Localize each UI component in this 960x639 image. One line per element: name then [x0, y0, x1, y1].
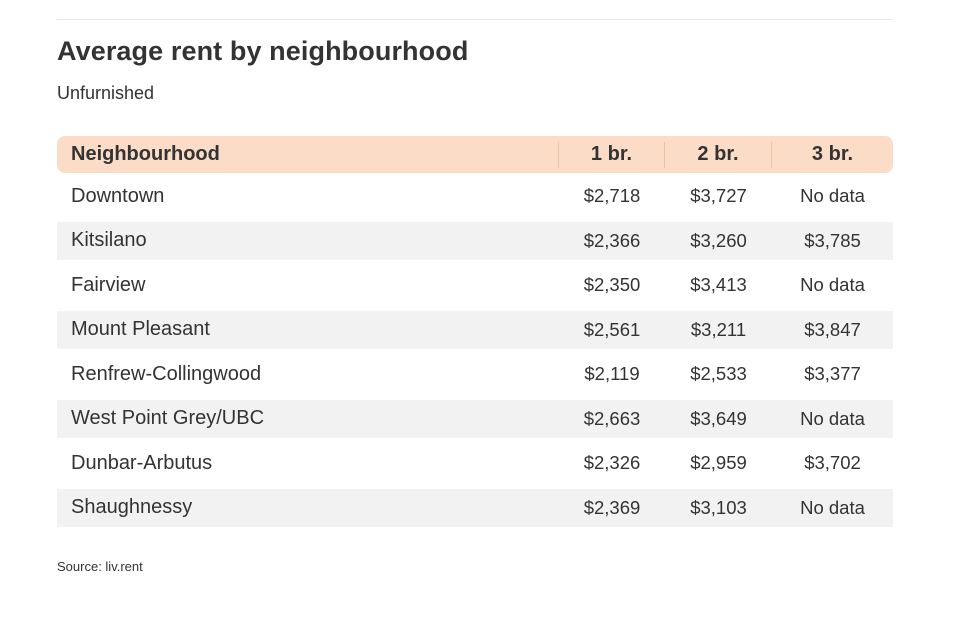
chart-title: Average rent by neighbourhood	[57, 36, 469, 66]
rent-1br-cell: $2,366	[583, 229, 641, 251]
rent-2br-cell: $3,413	[690, 274, 747, 296]
rent-2br-cell: $3,103	[690, 496, 747, 518]
rent-3br-cell: $3,785	[804, 229, 861, 251]
rent-table: Neighbourhood 1 br. 2 br. 3 br. Downtown…	[57, 136, 893, 530]
neighbourhood-cell: Downtown	[71, 184, 165, 207]
rent-2br-cell: $3,727	[690, 185, 747, 207]
top-divider	[57, 19, 893, 20]
rent-2br-cell: $3,211	[690, 318, 747, 340]
neighbourhood-cell: Renfrew-Collingwood	[71, 362, 262, 385]
table-row: West Point Grey/UBC $2,663 $3,649 No dat…	[57, 399, 893, 438]
rent-2br-cell: $2,959	[690, 452, 747, 474]
rent-1br-cell: $2,561	[583, 318, 641, 340]
column-header-1br: 1 br.	[559, 141, 665, 168]
neighbourhood-cell: Shaughnessy	[71, 496, 193, 519]
column-header-3br: 3 br.	[811, 143, 854, 165]
rent-3br-cell: $3,702	[804, 452, 861, 474]
rent-3br-cell: No data	[800, 274, 865, 296]
table-row: Mount Pleasant $2,561 $3,211 $3,847	[57, 310, 893, 349]
rent-3br-cell: $3,847	[804, 318, 861, 340]
rent-3br-cell: No data	[800, 496, 865, 518]
rent-2br-cell: $2,533	[690, 363, 747, 385]
table-row: Fairview $2,350 $3,413 No data	[57, 263, 893, 308]
column-header-neighbourhood: Neighbourhood	[57, 141, 559, 168]
table-header-row: Neighbourhood 1 br. 2 br. 3 br.	[57, 136, 893, 173]
column-header-2br: 2 br.	[665, 141, 772, 168]
table-row: Shaughnessy $2,369 $3,103 No data	[57, 488, 893, 527]
neighbourhood-cell: Dunbar-Arbutus	[71, 451, 213, 474]
rent-3br-cell: $3,377	[804, 363, 861, 385]
table-row: Downtown $2,718 $3,727 No data	[57, 174, 893, 219]
rent-2br-cell: $3,260	[690, 229, 747, 251]
rent-1br-cell: $2,326	[583, 452, 641, 474]
rent-1br-cell: $2,119	[584, 363, 640, 385]
rent-1br-cell: $2,369	[583, 496, 641, 518]
rent-2br-cell: $3,649	[690, 407, 747, 429]
rent-1br-cell: $2,718	[583, 185, 641, 207]
rent-1br-cell: $2,350	[583, 274, 641, 296]
table-row: Dunbar-Arbutus $2,326 $2,959 $3,702	[57, 441, 893, 486]
rent-3br-cell: No data	[800, 407, 865, 429]
table-row: Renfrew-Collingwood $2,119 $2,533 $3,377	[57, 352, 893, 397]
neighbourhood-cell: Mount Pleasant	[71, 318, 210, 341]
chart-subtitle: Unfurnished	[57, 83, 155, 103]
table-row: Kitsilano $2,366 $3,260 $3,785	[57, 221, 893, 260]
neighbourhood-cell: Kitsilano	[71, 229, 147, 252]
neighbourhood-cell: Fairview	[71, 273, 146, 296]
neighbourhood-cell: West Point Grey/UBC	[71, 407, 265, 430]
rent-1br-cell: $2,663	[583, 407, 641, 429]
source-note: Source: liv.rent	[57, 559, 143, 574]
rent-3br-cell: No data	[800, 185, 865, 207]
